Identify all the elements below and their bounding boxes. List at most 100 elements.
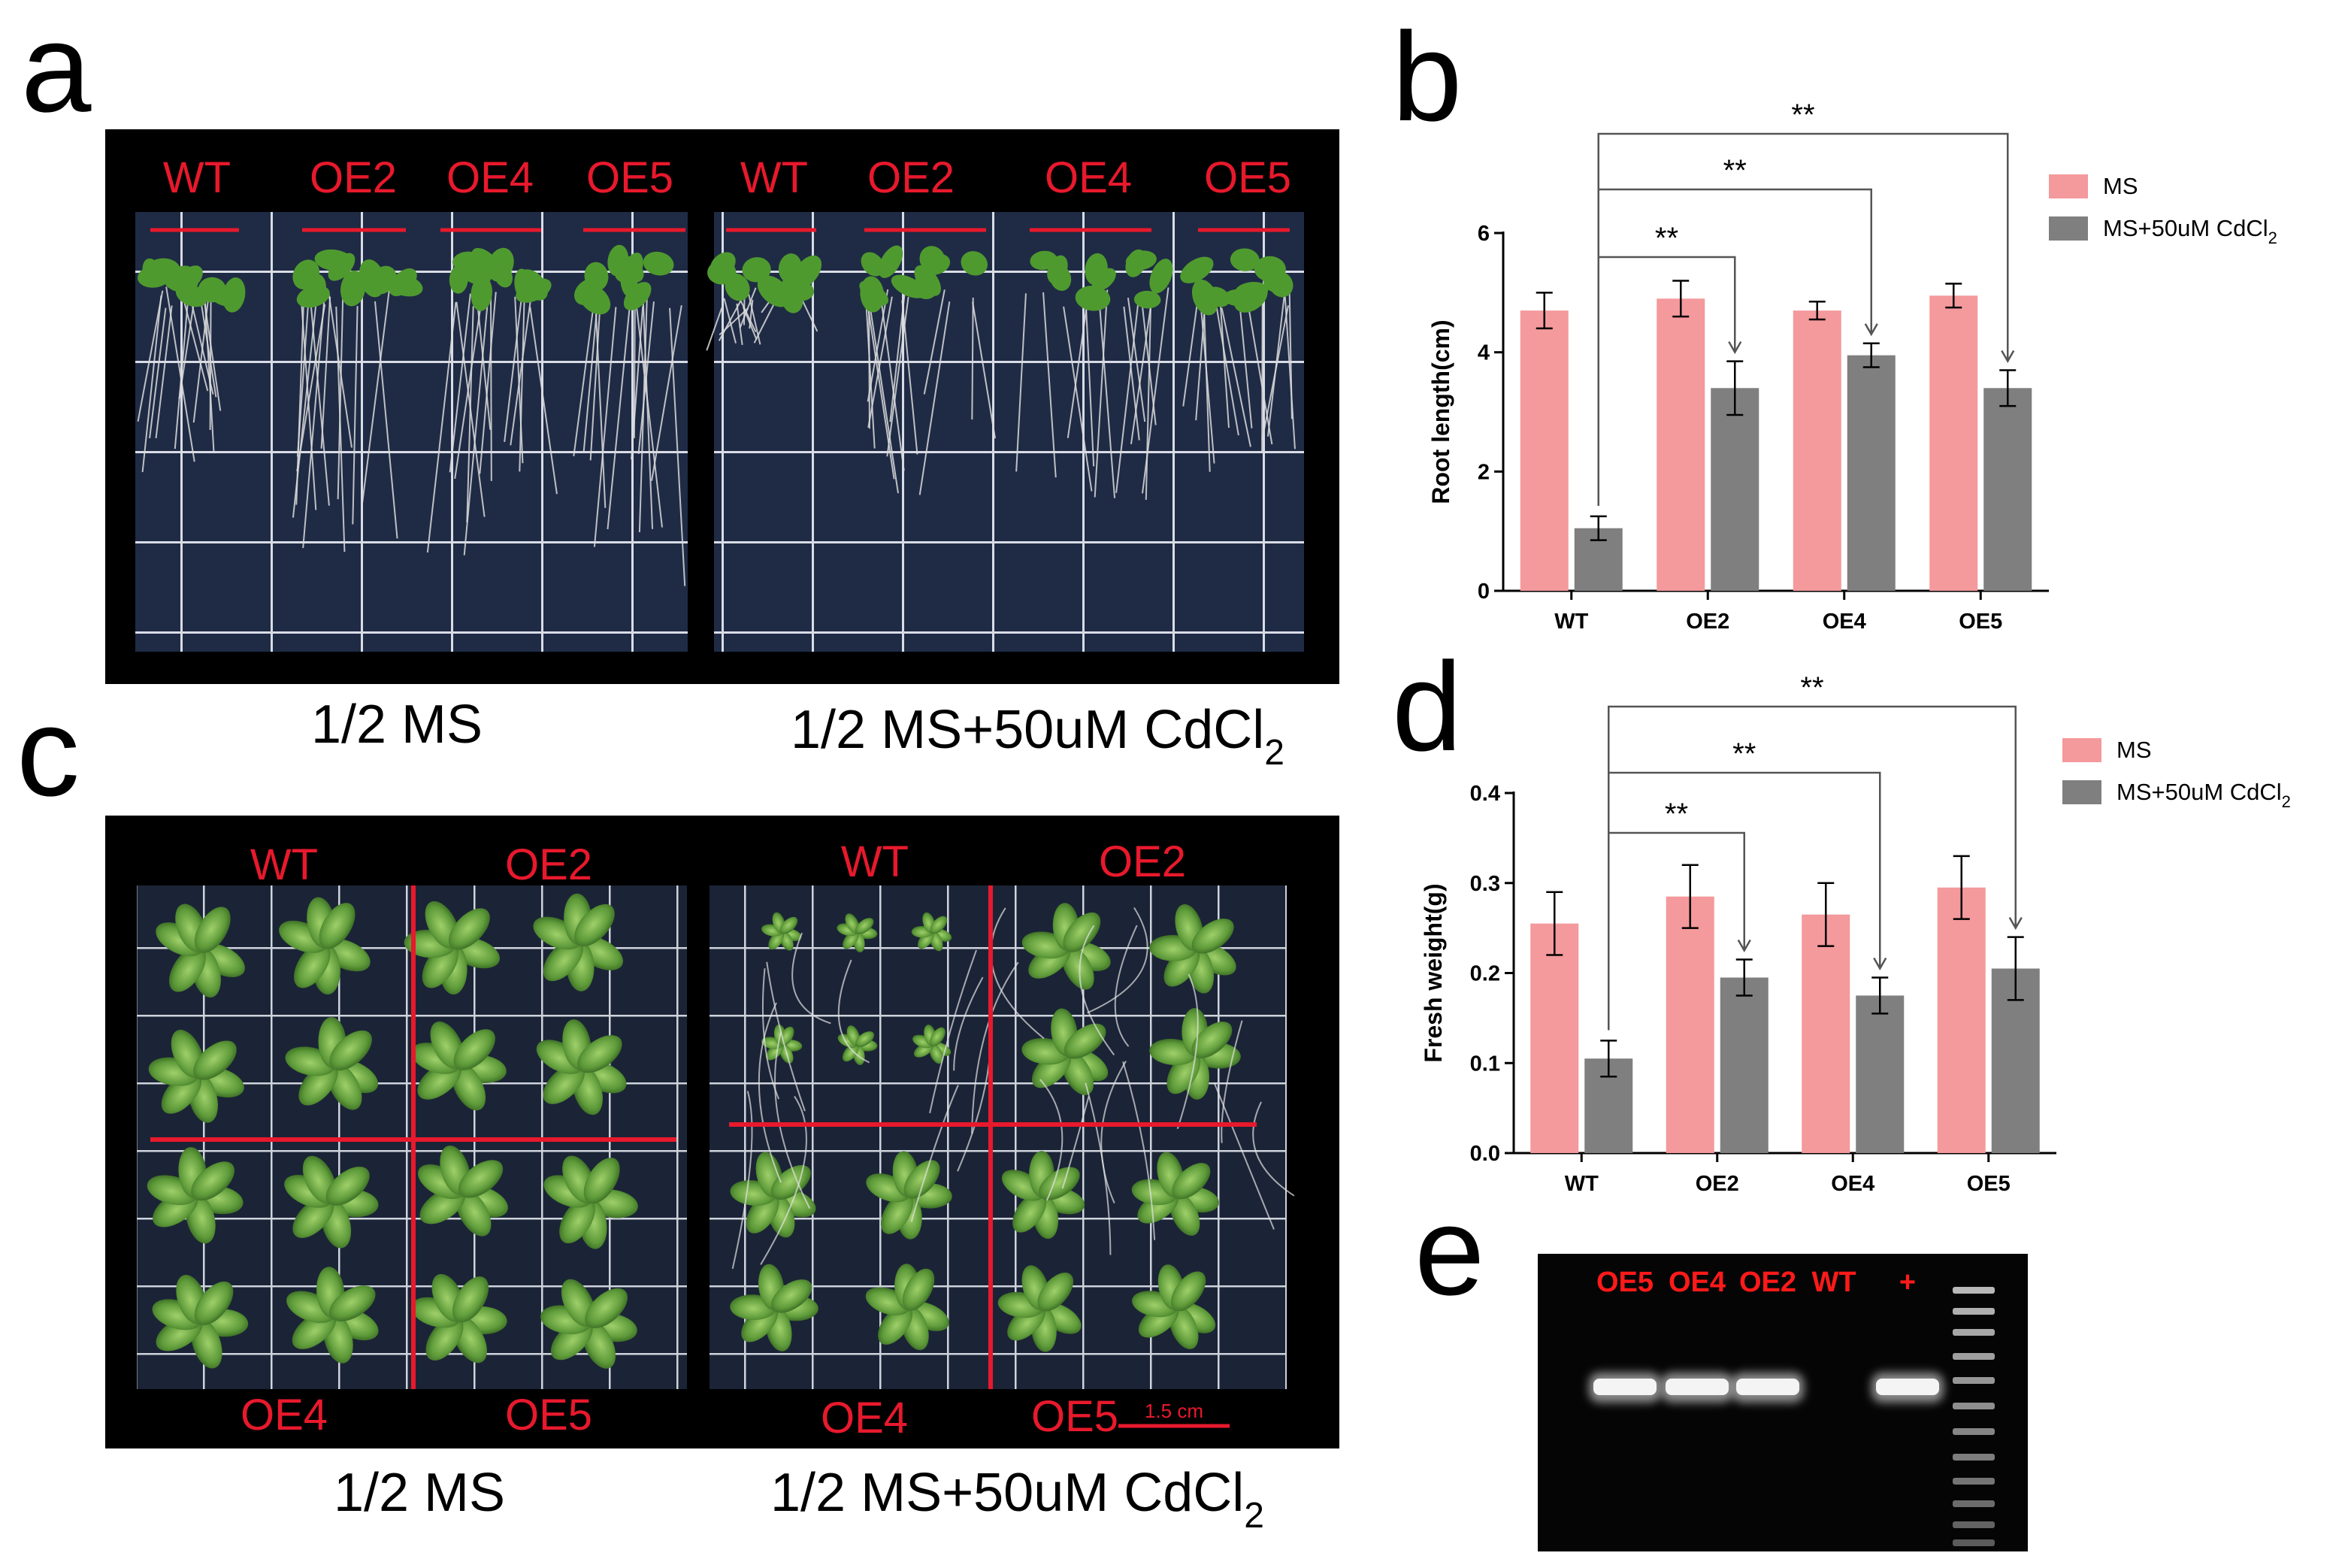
root-strand [174,298,189,450]
root-strand [651,305,682,481]
bar-ms [1657,298,1705,591]
root-strand [1252,1101,1295,1197]
root-strand [204,294,215,454]
root-strand [510,298,532,446]
leaf [329,1030,372,1071]
root-strand [774,1031,811,1209]
panel-e: e OE5 OE4 OE2 WT + [1415,1180,2028,1551]
root-strand [1094,289,1109,498]
root-strand [718,298,743,341]
root-strand [1261,288,1263,452]
leaf [930,1027,946,1046]
leaf [1191,919,1234,954]
significance-arrow [1737,939,1751,953]
leaf [842,1043,859,1062]
gel-lane-oe5: OE5 [1596,1267,1654,1298]
bar-cdcl2 [1720,977,1769,1153]
root-strand [335,306,346,552]
label-c-cd-oe2: OE2 [1099,837,1186,886]
panel-letter-c: c [17,681,80,822]
root-strand [1127,297,1146,422]
root-strand [1067,306,1088,438]
root-strand [165,286,195,462]
bar-ms [1937,887,1986,1153]
root-strand [760,1095,807,1265]
root-strand [881,303,905,471]
panel-d: d 0.0 0.1 0.2 0.3 0.4 Fresh weight(g) WT OE2 OE4… [1392,636,2291,1196]
bar-cdcl2 [1983,388,2032,591]
leaf [881,1192,913,1234]
leaf [449,908,490,950]
root-strand [758,1002,782,1183]
label-a-cd-oe2: OE2 [867,153,955,202]
root-strand [918,301,951,495]
significance-arrow [1728,341,1742,355]
panel-letter-d: d [1392,636,1462,777]
leaf [1063,912,1101,952]
legend-swatch-ms [2062,738,2101,762]
bar-ms [1520,310,1569,591]
leaf [169,946,206,992]
root-strand [1042,292,1057,478]
root-strand [449,293,471,473]
root-strand [1213,1082,1275,1230]
significance-label: ** [1665,798,1688,831]
leaf [707,260,737,285]
gel-lane-wt: WT [1811,1267,1856,1298]
label-c-ms-oe5: OE5 [505,1391,592,1439]
root-strand [1200,305,1215,464]
y-tick-label: 0.3 [1470,872,1500,896]
caption-c-ms: 1/2 MS [334,1463,505,1523]
gel-band [1736,1379,1799,1395]
gel-lane-oe4: OE4 [1669,1267,1726,1298]
leaf [878,245,903,278]
significance-arrow [2008,916,2023,931]
panel-c: c WT OE2 OE4 OE5 WT OE2 OE4 OE5 1.5 cm 1… [17,681,1339,1536]
leaf [458,1160,504,1198]
root-strand [889,289,906,422]
leaf [914,265,941,296]
leaf [325,1167,370,1206]
root-strand [1114,925,1138,1047]
root-strand [634,297,663,528]
root-strand [454,290,484,480]
label-a-ms-oe4: OE4 [446,153,534,202]
root-strand [971,297,974,420]
root-strand [866,298,895,480]
significance-label: ** [1732,737,1756,770]
gel-lane-positive: + [1899,1267,1916,1298]
leaf [1030,250,1057,271]
root-strand [637,301,655,455]
leaf [471,276,492,311]
significance-bracket [1608,705,2017,1031]
significance-arrow [1873,957,1887,971]
gel-bands [1589,1287,1995,1546]
root-strand [1221,1020,1243,1143]
root-strand [723,298,737,344]
root-strand [1145,297,1152,500]
leaf [585,1288,628,1328]
y-tick-label: 0 [1478,580,1490,604]
panel-a: a WT OE2 OE4 OE5 WT OE2 OE4 OE5 1/2 MS 1… [21,0,1339,773]
ladder-band [1953,1308,1995,1315]
ladder-band [1953,1353,1995,1360]
bar-cdcl2 [1847,355,1896,591]
bar-cdcl2 [1711,388,1759,591]
leaf [193,1040,237,1080]
root-strand [1123,306,1140,440]
gel-band [1593,1379,1657,1395]
ladder-band [1953,1428,1995,1435]
leaf [142,258,163,287]
caption-a-cd: 1/2 MS+50uM CdCl2 [791,700,1284,773]
root-strand [1288,286,1293,419]
legend-label-ms: MS [2117,737,2152,763]
gel-lane-oe2: OE2 [1739,1267,1796,1298]
leaf [1012,1191,1047,1233]
ladder-band [1953,1329,1995,1336]
leaf [902,1268,935,1311]
root-strand [1085,1082,1112,1255]
root-strand [953,976,984,1071]
root-strand [739,287,757,328]
root-strand [1087,907,1148,1014]
